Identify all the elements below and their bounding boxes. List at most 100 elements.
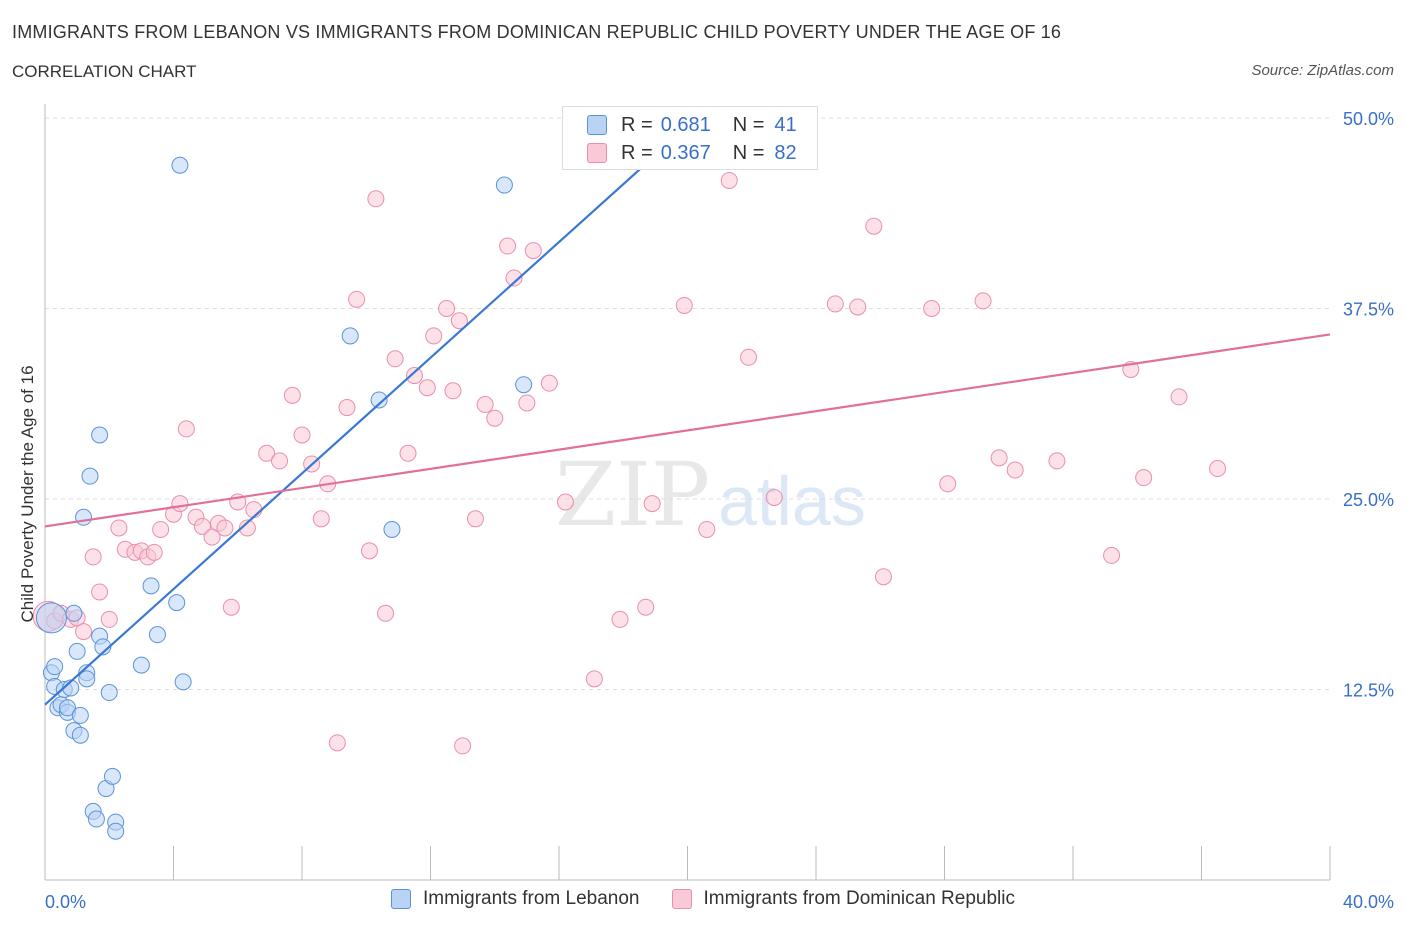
source-credit: Source: ZipAtlas.com: [1251, 62, 1394, 79]
watermark-atlas: atlas: [718, 462, 866, 540]
data-point: [91, 583, 109, 601]
data-point: [110, 519, 128, 537]
data-point: [348, 290, 366, 308]
data-point: [637, 598, 655, 616]
data-point: [222, 598, 240, 616]
data-point: [360, 542, 378, 560]
data-point: [132, 656, 150, 674]
data-point: [990, 449, 1008, 467]
legend-r-value: 0.367: [660, 141, 711, 164]
data-point: [499, 237, 517, 255]
data-point: [271, 452, 289, 470]
data-point: [87, 810, 105, 828]
trend-lines: [44, 140, 1331, 706]
y-tick-labels: 12.5% 25.0% 37.5% 50.0%: [1343, 109, 1394, 701]
series-swatch-dominican: [671, 889, 692, 909]
data-point: [312, 510, 330, 528]
data-point: [1170, 388, 1188, 406]
series-legend-dominican: Immigrants from Dominican Republic: [671, 888, 1016, 910]
data-point: [91, 426, 109, 444]
x-tick-label-min: 0.0%: [45, 892, 86, 912]
data-point: [338, 399, 356, 417]
data-point: [46, 658, 64, 676]
data-point: [68, 642, 86, 660]
data-point: [283, 386, 301, 404]
data-point: [245, 501, 263, 519]
data-point: [826, 295, 844, 313]
data-point: [444, 382, 462, 400]
data-point: [75, 623, 93, 641]
data-point: [203, 528, 221, 546]
legend-row-lebanon: R = 0.681 N = 41: [587, 113, 797, 137]
data-point: [216, 519, 234, 537]
data-point: [611, 610, 629, 628]
data-point: [765, 488, 783, 506]
data-point: [367, 190, 385, 208]
dominican-points: [32, 171, 1227, 755]
trend-line-lebanon: [44, 140, 673, 706]
data-point: [145, 543, 163, 561]
data-point: [258, 444, 276, 462]
watermark: ZIP atlas: [555, 443, 866, 546]
data-point: [377, 604, 395, 622]
data-point: [720, 171, 738, 189]
data-point: [675, 296, 693, 314]
data-point: [865, 217, 883, 235]
legend-n-label: N =: [732, 113, 765, 136]
data-point: [1135, 469, 1153, 487]
legend-row-dominican: R = 0.367 N = 82: [587, 141, 797, 165]
chart-subtitle: CORRELATION CHART: [12, 62, 197, 81]
data-point: [476, 396, 494, 414]
series-label-lebanon: Immigrants from Lebanon: [423, 888, 640, 909]
data-point: [81, 467, 99, 485]
data-point: [71, 706, 89, 724]
data-point: [399, 444, 417, 462]
data-point: [874, 568, 892, 586]
correlation-legend: R = 0.681 N = 41 R = 0.367 N = 82: [562, 106, 818, 170]
legend-r-value: 0.681: [660, 113, 711, 136]
data-point: [328, 734, 346, 752]
data-point: [142, 577, 160, 595]
series-label-dominican: Immigrants from Dominican Republic: [703, 888, 1016, 909]
data-point: [643, 495, 661, 513]
watermark-zip: ZIP: [555, 443, 710, 546]
y-tick-label: 50.0%: [1343, 109, 1394, 129]
data-point: [974, 292, 992, 310]
data-point: [425, 327, 443, 345]
data-point: [341, 327, 359, 345]
y-tick-label: 37.5%: [1343, 300, 1394, 320]
data-point: [370, 391, 388, 409]
data-point: [174, 673, 192, 691]
data-point: [100, 684, 118, 702]
data-point: [152, 520, 170, 538]
legend-swatch-dominican: [587, 143, 607, 163]
series-legend: Immigrants from Lebanon Immigrants from …: [0, 888, 1406, 910]
data-point: [171, 156, 189, 174]
data-point: [71, 726, 89, 744]
legend-r-label: R =: [621, 113, 653, 136]
trend-line-dominican: [44, 333, 1331, 528]
data-point: [1048, 452, 1066, 470]
data-point: [383, 520, 401, 538]
data-point: [495, 176, 513, 194]
data-point: [386, 350, 404, 368]
data-point: [100, 610, 118, 628]
data-point: [939, 475, 957, 493]
series-swatch-lebanon: [391, 889, 411, 909]
y-tick-label: 12.5%: [1343, 681, 1394, 701]
data-point: [65, 604, 83, 622]
data-point: [849, 298, 867, 316]
data-point: [454, 737, 472, 755]
legend-n-label: N =: [732, 141, 765, 164]
data-point: [515, 376, 533, 394]
x-tick-label-max: 40.0%: [1343, 892, 1394, 912]
data-point: [177, 420, 195, 438]
data-point: [518, 394, 536, 412]
data-point: [740, 348, 758, 366]
data-point: [35, 602, 67, 634]
data-point: [168, 594, 186, 612]
data-point: [107, 822, 125, 840]
data-point: [171, 495, 189, 513]
data-point: [486, 409, 504, 427]
data-point: [466, 510, 484, 528]
